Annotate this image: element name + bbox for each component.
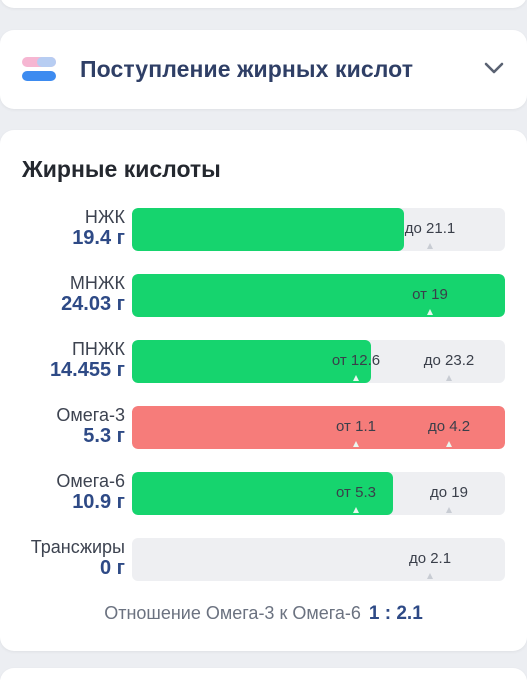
fatty-acid-amount: 0 г [99,557,125,579]
fatty-acids-intake-title[interactable]: Поступление жирных кислот [80,56,414,82]
range-marker-label: до 19 [430,484,468,501]
range-marker-tick [446,441,452,447]
omega-ratio: Отношение Омега-3 к Омега-6 1 : 2.1 [0,603,527,625]
fatty-acid-amount: 5.3 г [83,425,125,447]
range-marker-label: до 23.2 [423,352,475,369]
fatty-acid-label: Омега-3 [56,405,125,425]
fatty-acid-row: Трансжиры 0 г до 2.1 [0,536,527,582]
fatty-acid-label: ПНЖК [71,339,125,359]
fatty-acid-amount: 24.03 г [61,293,125,315]
progress-track: до 21.1 [132,208,505,251]
range-marker-tick [353,507,359,513]
range-marker-tick [427,309,433,315]
fatty-acid-label: Омега-6 [56,471,125,491]
progress-fill [132,340,371,383]
fatty-acid-label: МНЖК [69,273,125,293]
fatty-acid-amount: 19.4 г [72,227,125,249]
range-marker-label: от 1.1 [336,418,376,435]
previous-card [0,0,527,8]
fatty-acid-row: МНЖК 24.03 г от 19 [0,272,527,318]
progress-fill [132,406,505,449]
fatty-acid-label: Трансжиры [30,537,125,557]
fatty-acid-amount: 10.9 г [72,491,125,513]
progress-track: от 19 [132,274,505,317]
fatty-acids-intake-panel[interactable] [0,30,527,109]
range-marker-tick [446,507,452,513]
chevron-down-icon[interactable] [483,60,505,76]
progress-track: от 1.1 до 4.2 [132,406,505,449]
fatty-acid-row: ПНЖК 14.455 г от 12.6 до 23.2 [0,338,527,384]
range-marker-label: от 5.3 [336,484,376,501]
omega-ratio-label: Отношение Омега-3 к Омега-6 [104,603,361,623]
omega-ratio-value: 1 : 2.1 [368,603,423,624]
progress-track: от 5.3 до 19 [132,472,505,515]
range-marker-tick [353,441,359,447]
range-marker-label: от 19 [412,286,448,303]
section-title: Жирные кислоты [22,156,221,182]
range-marker-tick [427,573,433,579]
fatty-acid-row: Омега-6 10.9 г от 5.3 до 19 [0,470,527,516]
fatty-acid-row: НЖК 19.4 г до 21.1 [0,206,527,252]
range-marker-tick [446,375,452,381]
range-marker-tick [427,243,433,249]
fatty-acid-label: НЖК [84,207,125,227]
next-card [0,668,527,680]
progress-fill [132,472,393,515]
progress-fill [132,274,505,317]
fatty-acid-row: Омега-3 5.3 г от 1.1 до 4.2 [0,404,527,450]
progress-track: от 12.6 до 23.2 [132,340,505,383]
range-marker-label: от 12.6 [331,352,381,369]
range-marker-label: до 21.1 [404,220,456,237]
range-marker-label: до 2.1 [408,550,452,567]
range-marker-label: до 4.2 [427,418,471,435]
range-marker-tick [353,375,359,381]
section-color-icon [22,57,56,83]
fatty-acid-amount: 14.455 г [49,359,125,381]
progress-track: до 2.1 [132,538,505,581]
progress-fill [132,208,404,251]
